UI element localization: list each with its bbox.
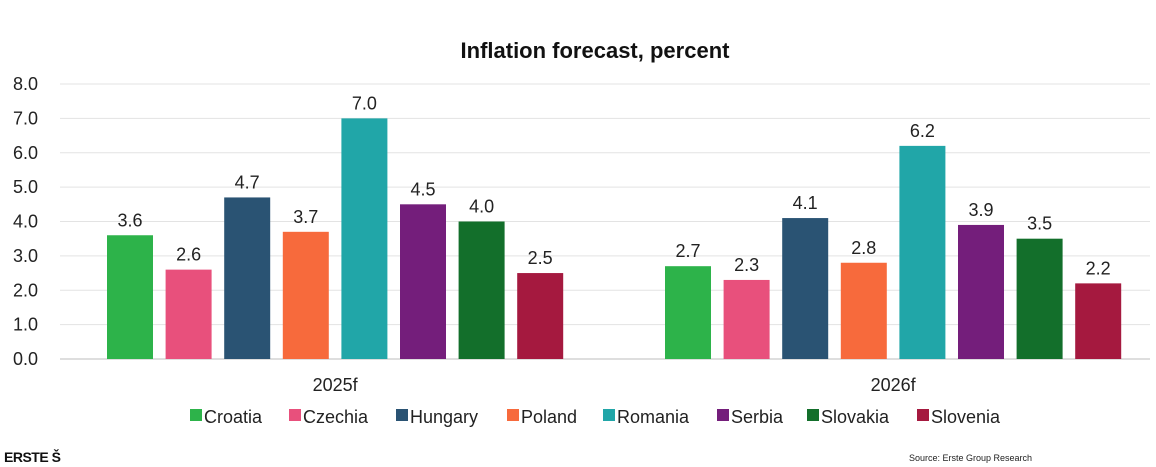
y-tick-label: 3.0 (13, 246, 38, 266)
y-axis-ticks: 0.0 1.0 2.0 3.0 4.0 5.0 6.0 7.0 8.0 (13, 74, 38, 369)
data-label: 3.6 (117, 210, 142, 230)
legend-label: Slovakia (821, 407, 890, 427)
data-label: 4.5 (410, 179, 435, 199)
data-label: 2.3 (734, 255, 759, 275)
data-label: 4.7 (235, 172, 260, 192)
x-axis-categories: 2025f 2026f (313, 375, 917, 395)
data-label: 2.7 (675, 241, 700, 261)
bar (107, 235, 153, 359)
data-label: 3.5 (1027, 214, 1052, 234)
legend-swatch (807, 409, 819, 421)
y-tick-label: 6.0 (13, 143, 38, 163)
y-tick-label: 4.0 (13, 212, 38, 232)
data-label: 2.8 (851, 238, 876, 258)
legend-swatch (289, 409, 301, 421)
bar (840, 262, 887, 359)
logo-mark-icon: Š (51, 449, 61, 465)
legend-label: Hungary (410, 407, 478, 427)
data-label: 6.2 (910, 121, 935, 141)
bar (224, 197, 271, 359)
data-label: 3.7 (293, 207, 318, 227)
legend-label: Croatia (204, 407, 263, 427)
legend-swatch (717, 409, 729, 421)
legend-label: Poland (521, 407, 577, 427)
bar (1016, 238, 1063, 359)
legend-swatch (507, 409, 519, 421)
data-labels: 3.6 2.6 4.7 3.7 7.0 4.5 4.0 2.5 2.7 2.3 4.1 2.8 6.2 3… (117, 93, 1110, 278)
legend: Croatia Czechia Hungary Poland Romania Serbia… (190, 407, 1001, 427)
y-tick-label: 2.0 (13, 280, 38, 300)
bar (665, 266, 711, 359)
data-label: 3.9 (968, 200, 993, 220)
data-label: 4.1 (793, 193, 818, 213)
data-label: 4.0 (469, 197, 494, 217)
bar (899, 145, 946, 359)
bars (107, 118, 1122, 359)
legend-swatch (396, 409, 408, 421)
y-tick-label: 1.0 (13, 315, 38, 335)
bar (723, 279, 770, 359)
chart-title: Inflation forecast, percent (460, 38, 730, 63)
x-category-label: 2025f (313, 375, 359, 395)
legend-swatch (190, 409, 202, 421)
x-category-label: 2026f (871, 375, 917, 395)
legend-label: Serbia (731, 407, 784, 427)
data-label: 2.2 (1086, 258, 1111, 278)
source-note: Source: Erste Group Research (908, 453, 1032, 463)
legend-label: Slovenia (931, 407, 1001, 427)
erste-logo: ERSTE Š (4, 449, 61, 465)
data-label: 7.0 (352, 93, 377, 113)
bar (341, 118, 388, 359)
legend-swatch (917, 409, 929, 421)
y-tick-label: 8.0 (13, 74, 38, 94)
bar (517, 273, 564, 359)
legend-label: Romania (617, 407, 690, 427)
bar (782, 218, 829, 359)
bar (165, 269, 212, 359)
bar (958, 224, 1004, 359)
data-label: 2.5 (528, 248, 553, 268)
y-tick-label: 7.0 (13, 108, 38, 128)
y-tick-label: 0.0 (13, 349, 38, 369)
bar (400, 204, 446, 359)
bar (282, 231, 329, 359)
data-label: 2.6 (176, 245, 201, 265)
bar (458, 221, 505, 359)
y-tick-label: 5.0 (13, 177, 38, 197)
bar (1075, 283, 1122, 359)
legend-swatch (603, 409, 615, 421)
legend-label: Czechia (303, 407, 369, 427)
logo-text: ERSTE (4, 449, 49, 465)
